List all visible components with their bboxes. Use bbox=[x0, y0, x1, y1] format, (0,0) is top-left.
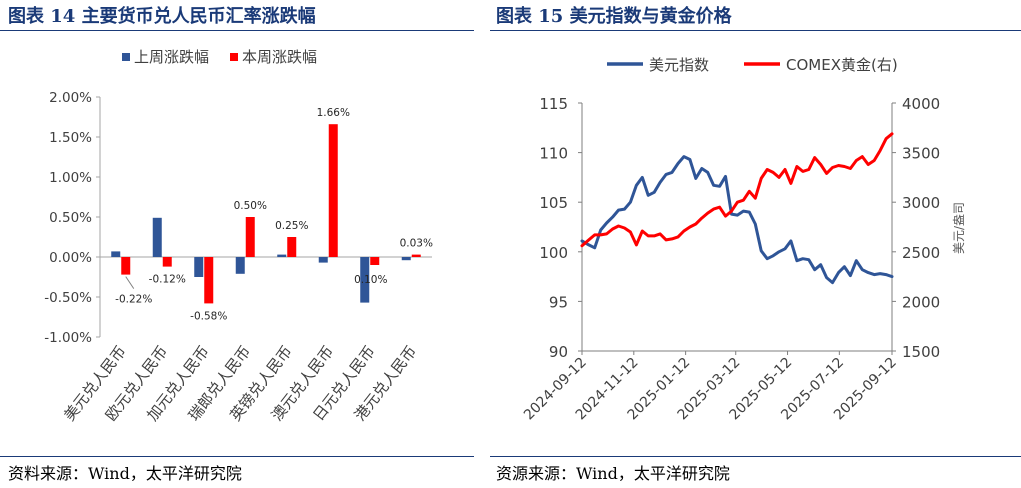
left-chart-title: 图表 14 主要货币兑人民币汇率涨跌幅 bbox=[8, 6, 316, 27]
y-tick-label: -1.00% bbox=[44, 330, 92, 346]
y-tick-label: 0.00% bbox=[49, 250, 92, 266]
bar-data-label: 0.50% bbox=[234, 200, 267, 212]
series-line bbox=[580, 155, 894, 285]
bar bbox=[111, 251, 121, 257]
left-y-tick-label: 115 bbox=[539, 95, 568, 113]
bar-data-label: -0.12% bbox=[149, 274, 186, 286]
left-y-tick-label: 105 bbox=[539, 194, 568, 212]
y-tick-label: -0.50% bbox=[44, 290, 92, 306]
usd-index-gold-line-chart: 90 95 100 105 110 115 1500 2000 2500 3000 3500 4000… bbox=[521, 56, 966, 423]
right-y-tick-label: 3000 bbox=[902, 194, 940, 212]
right-y-tick-label: 3500 bbox=[902, 145, 940, 163]
legend-label: 本周涨跌幅 bbox=[242, 48, 317, 66]
bar bbox=[235, 257, 245, 274]
bar bbox=[121, 257, 131, 275]
y-tick-label: 1.50% bbox=[49, 130, 92, 146]
right-source-note: 资源来源：Wind，太平洋研究院 bbox=[496, 464, 730, 483]
legend-swatch bbox=[230, 53, 238, 61]
bar bbox=[287, 237, 297, 257]
right-source-divider bbox=[490, 456, 1021, 457]
y-tick-label: 1.00% bbox=[49, 170, 92, 186]
data-label-leader bbox=[125, 276, 135, 289]
bar-data-label: 0.10% bbox=[354, 274, 387, 286]
right-title-divider bbox=[490, 30, 1021, 31]
right-y-tick-label: 2500 bbox=[902, 244, 940, 262]
right-chart-title: 图表 15 美元指数与黄金价格 bbox=[496, 6, 732, 27]
bar-data-label: -0.22% bbox=[115, 294, 152, 306]
y-tick-label: 0.50% bbox=[49, 210, 92, 226]
left-source-divider bbox=[0, 456, 474, 457]
bar bbox=[162, 257, 172, 267]
left-title-divider bbox=[0, 30, 474, 31]
bar bbox=[370, 257, 380, 265]
left-y-tick-label: 90 bbox=[549, 343, 568, 361]
legend-label: 上周涨跌幅 bbox=[134, 48, 209, 66]
bar bbox=[194, 257, 204, 277]
legend-label: COMEX黄金(右) bbox=[786, 56, 898, 74]
right-y-tick-label: 1500 bbox=[902, 343, 940, 361]
series-line bbox=[580, 132, 894, 248]
left-y-tick-label: 110 bbox=[539, 145, 568, 163]
right-chart-panel: 图表 15 美元指数与黄金价格 90 95 100 105 110 115 1500 2000… bbox=[490, 0, 1021, 488]
left-source-note: 资料来源：Wind，太平洋研究院 bbox=[8, 464, 242, 483]
right-y-tick-label: 2000 bbox=[902, 293, 940, 311]
bar bbox=[360, 257, 370, 303]
bar bbox=[204, 257, 214, 304]
exchange-rate-bar-chart: -1.00% -0.50% 0.00% 0.50% 1.00% 1.50% 2.00% 上周涨… bbox=[44, 48, 433, 424]
left-chart-panel: 图表 14 主要货币兑人民币汇率涨跌幅 -1.00% -0.50% 0.00% 0.5… bbox=[0, 0, 480, 488]
bar bbox=[245, 217, 255, 257]
right-y-tick-label: 4000 bbox=[902, 95, 940, 113]
right-y-axis-title: 美元/盎司 bbox=[952, 202, 966, 254]
bar-data-label: 0.03% bbox=[400, 238, 433, 250]
bar-data-label: -0.58% bbox=[190, 310, 227, 322]
bar-data-label: 1.66% bbox=[317, 107, 350, 119]
bar bbox=[318, 257, 328, 263]
left-y-tick-label: 95 bbox=[549, 293, 568, 311]
bar bbox=[401, 257, 411, 261]
y-tick-label: 2.00% bbox=[49, 90, 92, 106]
bar-data-label: 0.25% bbox=[275, 220, 308, 232]
bar bbox=[152, 217, 162, 257]
bar bbox=[411, 254, 421, 257]
legend-swatch bbox=[122, 53, 130, 61]
legend-label: 美元指数 bbox=[649, 56, 709, 74]
left-y-tick-label: 100 bbox=[539, 244, 568, 262]
bar bbox=[328, 124, 338, 257]
bar bbox=[277, 254, 287, 257]
